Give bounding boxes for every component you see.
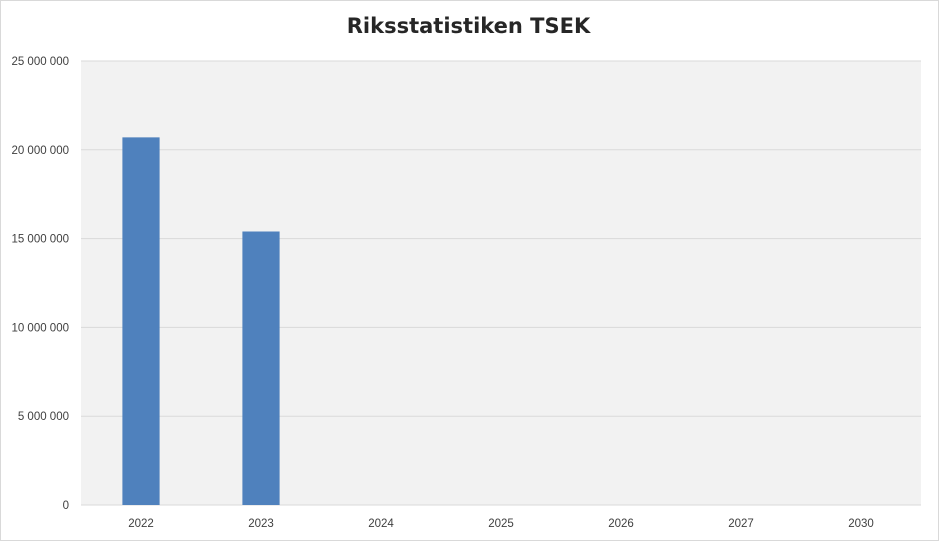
plot-area bbox=[81, 61, 921, 505]
y-tick-label: 5 000 000 bbox=[18, 411, 69, 423]
x-tick-label-2027: 2027 bbox=[728, 518, 754, 530]
chart-title: Riksstatistiken TSEK bbox=[346, 14, 591, 38]
y-tick-label: 0 bbox=[63, 500, 69, 512]
x-tick-label-2026: 2026 bbox=[608, 518, 634, 530]
x-tick-label-2025: 2025 bbox=[488, 518, 514, 530]
y-tick-label: 20 000 000 bbox=[11, 145, 69, 157]
bar-2022 bbox=[122, 137, 160, 506]
grid-lines bbox=[81, 60, 921, 506]
x-axis-labels: 2022 2023 2024 2025 2026 2027 2030 bbox=[128, 518, 874, 530]
y-axis-labels: 0 5 000 000 10 000 000 15 000 000 20 000 000… bbox=[11, 56, 69, 512]
y-tick-label: 10 000 000 bbox=[11, 322, 69, 334]
y-tick-label: 15 000 000 bbox=[11, 234, 69, 246]
x-tick-label-2022: 2022 bbox=[128, 518, 154, 530]
y-tick-label: 25 000 000 bbox=[11, 56, 69, 68]
bar-2023 bbox=[242, 231, 280, 505]
x-tick-label-2030: 2030 bbox=[848, 518, 874, 530]
bars bbox=[122, 137, 280, 506]
x-tick-label-2023: 2023 bbox=[248, 518, 274, 530]
x-tick-label-2024: 2024 bbox=[368, 518, 394, 530]
